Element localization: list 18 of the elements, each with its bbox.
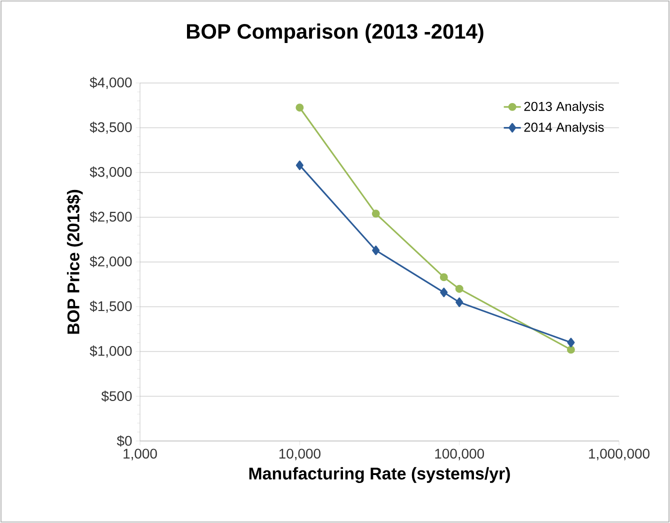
y-tick-label: $0 (116, 435, 132, 447)
y-tick-label: $1,000 (90, 345, 132, 358)
legend-label: 2013 Analysis (524, 101, 604, 114)
y-tick-label: $3,500 (90, 122, 132, 134)
x-axis-title: Manufacturing Rate (systems/yr) (249, 467, 510, 483)
y-axis-title: BOP Price (2013$) (66, 190, 83, 334)
x-tick-label: 10,000 (279, 448, 320, 460)
x-tick-label: 1,000 (124, 448, 157, 460)
x-tick-label: 1,000,000 (589, 448, 650, 460)
y-tick-label: $3,000 (90, 166, 132, 179)
y-tick-label: $2,500 (90, 211, 132, 224)
y-tick-label: $2,000 (90, 256, 132, 268)
x-tick-label: 100,000 (435, 448, 484, 460)
y-tick-label: $4,000 (90, 76, 132, 90)
legend-label: 2014 Analysis (524, 122, 604, 134)
chart-title: BOP Comparison (2013 -2014) (187, 24, 484, 44)
y-tick-label: $500 (101, 390, 132, 402)
y-tick-label: $1,500 (90, 300, 132, 313)
